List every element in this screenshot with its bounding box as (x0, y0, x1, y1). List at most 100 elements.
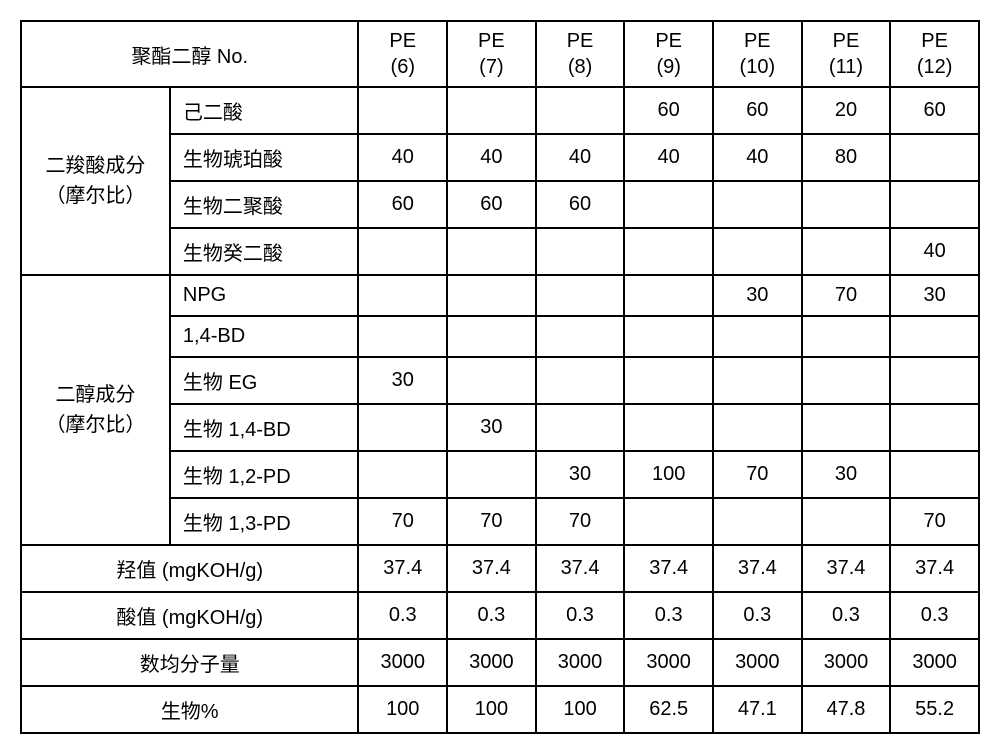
cell: 40 (713, 134, 802, 181)
cell (536, 316, 625, 357)
cell: 47.8 (802, 686, 891, 733)
cell (447, 275, 536, 316)
cell: 60 (713, 87, 802, 134)
cell (890, 134, 979, 181)
cell (624, 228, 713, 275)
group-label: 二羧酸成分（摩尔比） (21, 87, 170, 275)
cell: 0.3 (802, 592, 891, 639)
cell: 37.4 (890, 545, 979, 592)
col-header: PE(10) (713, 21, 802, 87)
cell (890, 451, 979, 498)
cell (802, 357, 891, 404)
summary-row: 酸值 (mgKOH/g) 0.3 0.3 0.3 0.3 0.3 0.3 0.3 (21, 592, 979, 639)
cell: 37.4 (358, 545, 447, 592)
cell (713, 228, 802, 275)
component-name: 1,4-BD (170, 316, 359, 357)
cell: 40 (890, 228, 979, 275)
summary-label: 羟值 (mgKOH/g) (21, 545, 358, 592)
col-header: PE(6) (358, 21, 447, 87)
cell (358, 451, 447, 498)
component-name: NPG (170, 275, 359, 316)
cell: 30 (447, 404, 536, 451)
col-header: PE(8) (536, 21, 625, 87)
cell: 30 (890, 275, 979, 316)
cell: 3000 (624, 639, 713, 686)
cell: 60 (890, 87, 979, 134)
table-row: 二醇成分（摩尔比） NPG 30 70 30 (21, 275, 979, 316)
cell (802, 181, 891, 228)
cell (358, 87, 447, 134)
summary-label: 生物% (21, 686, 358, 733)
component-name: 生物癸二酸 (170, 228, 359, 275)
cell (536, 87, 625, 134)
cell: 3000 (890, 639, 979, 686)
cell: 60 (358, 181, 447, 228)
cell: 0.3 (447, 592, 536, 639)
cell: 60 (447, 181, 536, 228)
cell: 0.3 (890, 592, 979, 639)
cell (447, 451, 536, 498)
cell: 3000 (802, 639, 891, 686)
cell: 80 (802, 134, 891, 181)
cell: 100 (624, 451, 713, 498)
summary-row: 羟值 (mgKOH/g) 37.4 37.4 37.4 37.4 37.4 37… (21, 545, 979, 592)
cell: 37.4 (447, 545, 536, 592)
cell: 37.4 (536, 545, 625, 592)
cell (358, 316, 447, 357)
cell (802, 404, 891, 451)
header-title: 聚酯二醇 No. (21, 21, 358, 87)
cell (624, 498, 713, 545)
cell (890, 181, 979, 228)
cell: 70 (890, 498, 979, 545)
cell (447, 316, 536, 357)
cell (624, 181, 713, 228)
col-header: PE(9) (624, 21, 713, 87)
cell (536, 357, 625, 404)
component-name: 生物 1,2-PD (170, 451, 359, 498)
cell (890, 316, 979, 357)
cell: 3000 (447, 639, 536, 686)
header-row: 聚酯二醇 No. PE(6) PE(7) PE(8) PE(9) PE(10) … (21, 21, 979, 87)
cell (802, 228, 891, 275)
cell: 37.4 (624, 545, 713, 592)
cell: 3000 (536, 639, 625, 686)
table-row: 二羧酸成分（摩尔比） 己二酸 60 60 20 60 (21, 87, 979, 134)
cell: 0.3 (713, 592, 802, 639)
cell: 40 (536, 134, 625, 181)
col-header: PE(7) (447, 21, 536, 87)
cell (358, 404, 447, 451)
cell: 40 (358, 134, 447, 181)
summary-row: 生物% 100 100 100 62.5 47.1 47.8 55.2 (21, 686, 979, 733)
cell: 70 (358, 498, 447, 545)
group-label: 二醇成分（摩尔比） (21, 275, 170, 545)
component-name: 生物 EG (170, 357, 359, 404)
cell: 0.3 (536, 592, 625, 639)
cell: 70 (447, 498, 536, 545)
cell (447, 228, 536, 275)
cell: 37.4 (802, 545, 891, 592)
cell: 62.5 (624, 686, 713, 733)
cell: 20 (802, 87, 891, 134)
component-name: 生物二聚酸 (170, 181, 359, 228)
cell (713, 316, 802, 357)
cell: 47.1 (713, 686, 802, 733)
cell (447, 87, 536, 134)
cell: 55.2 (890, 686, 979, 733)
col-header: PE(12) (890, 21, 979, 87)
component-name: 生物 1,4-BD (170, 404, 359, 451)
component-name: 生物琥珀酸 (170, 134, 359, 181)
cell: 100 (536, 686, 625, 733)
cell (536, 275, 625, 316)
cell: 0.3 (358, 592, 447, 639)
component-name: 己二酸 (170, 87, 359, 134)
cell (447, 357, 536, 404)
cell: 40 (624, 134, 713, 181)
cell: 70 (802, 275, 891, 316)
cell: 60 (624, 87, 713, 134)
cell: 3000 (713, 639, 802, 686)
cell (358, 228, 447, 275)
cell: 30 (802, 451, 891, 498)
cell (713, 498, 802, 545)
cell: 40 (447, 134, 536, 181)
cell: 30 (536, 451, 625, 498)
